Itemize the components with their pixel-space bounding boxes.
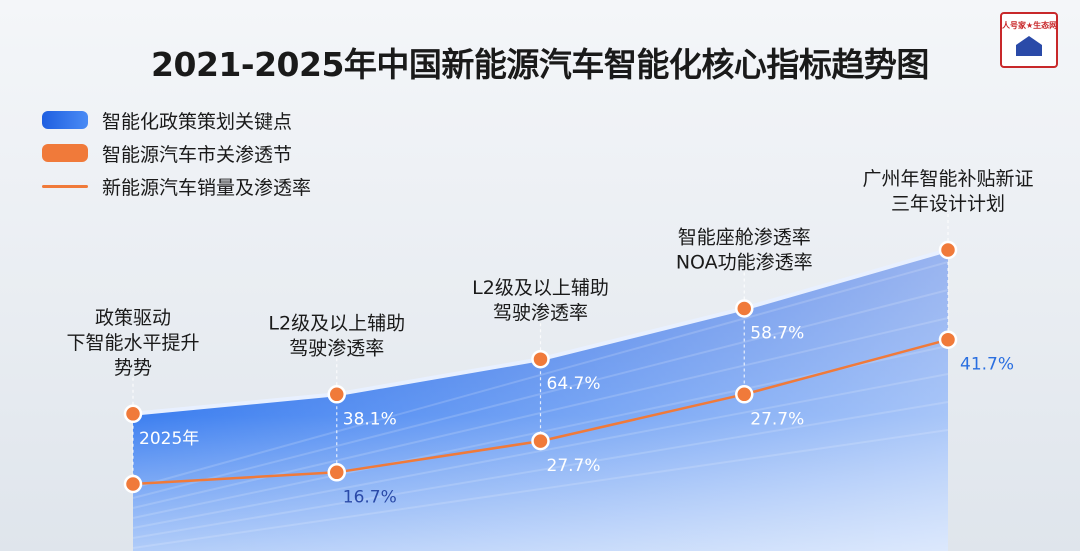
line-point [735,385,754,404]
line-point [531,431,550,451]
area-stripe [132,261,949,489]
annotation-label: L2级及以上辅助 [268,312,405,334]
annotation-label: 广州年智能补贴新证 [862,168,1033,190]
annotation-label: L2级及以上辅助 [472,277,609,299]
annotation-label: 下智能水平提升 [66,332,199,354]
value-label: 27.7% [547,456,601,476]
value-label: 38.1% [343,409,397,429]
legend-swatch-orange [42,144,88,162]
value-label: 58.7% [750,324,804,344]
line-point [327,463,346,482]
area-point [531,349,550,369]
area-point [327,385,346,404]
legend-swatch-blue [42,111,88,129]
legend-label: 智能源汽车市关渗透节 [102,144,293,166]
brand-logo: 人号家★生态网 [1000,12,1058,68]
annotation-label: 政策驱动 [95,307,171,329]
legend-label: 新能源汽车销量及渗透率 [102,177,312,199]
logo-text: 人号家★生态网 [1002,21,1058,30]
value-label: 16.7% [343,487,397,507]
annotation-label: 驾驶渗透率 [493,302,588,324]
chart-title: 2021-2025年中国新能源汽车智能化核心指标趋势图 [151,45,929,84]
area-stripe [132,373,949,529]
line-point [938,330,958,349]
value-label: 2025年 [139,429,199,449]
value-label: 41.7% [960,355,1014,375]
legend-swatch-line [42,185,88,188]
value-label: 27.7% [750,409,804,429]
annotation-label: 势势 [114,357,152,379]
area-point [735,299,754,318]
area-stripe [132,289,949,499]
area-point [938,240,958,260]
annotation-label: 驾驶渗透率 [289,337,384,359]
building-icon [1016,36,1042,56]
area-point [123,404,143,424]
area-stripe [132,429,949,549]
annotation-label: NOA功能渗透率 [676,252,813,274]
area-stripe [132,401,949,539]
annotation-label: 智能座舱渗透率 [678,227,811,249]
legend-label: 智能化政策策划关键点 [102,111,293,133]
annotation-label: 三年设计计划 [891,193,1005,215]
line-point [123,474,143,494]
value-label: 64.7% [547,374,601,394]
